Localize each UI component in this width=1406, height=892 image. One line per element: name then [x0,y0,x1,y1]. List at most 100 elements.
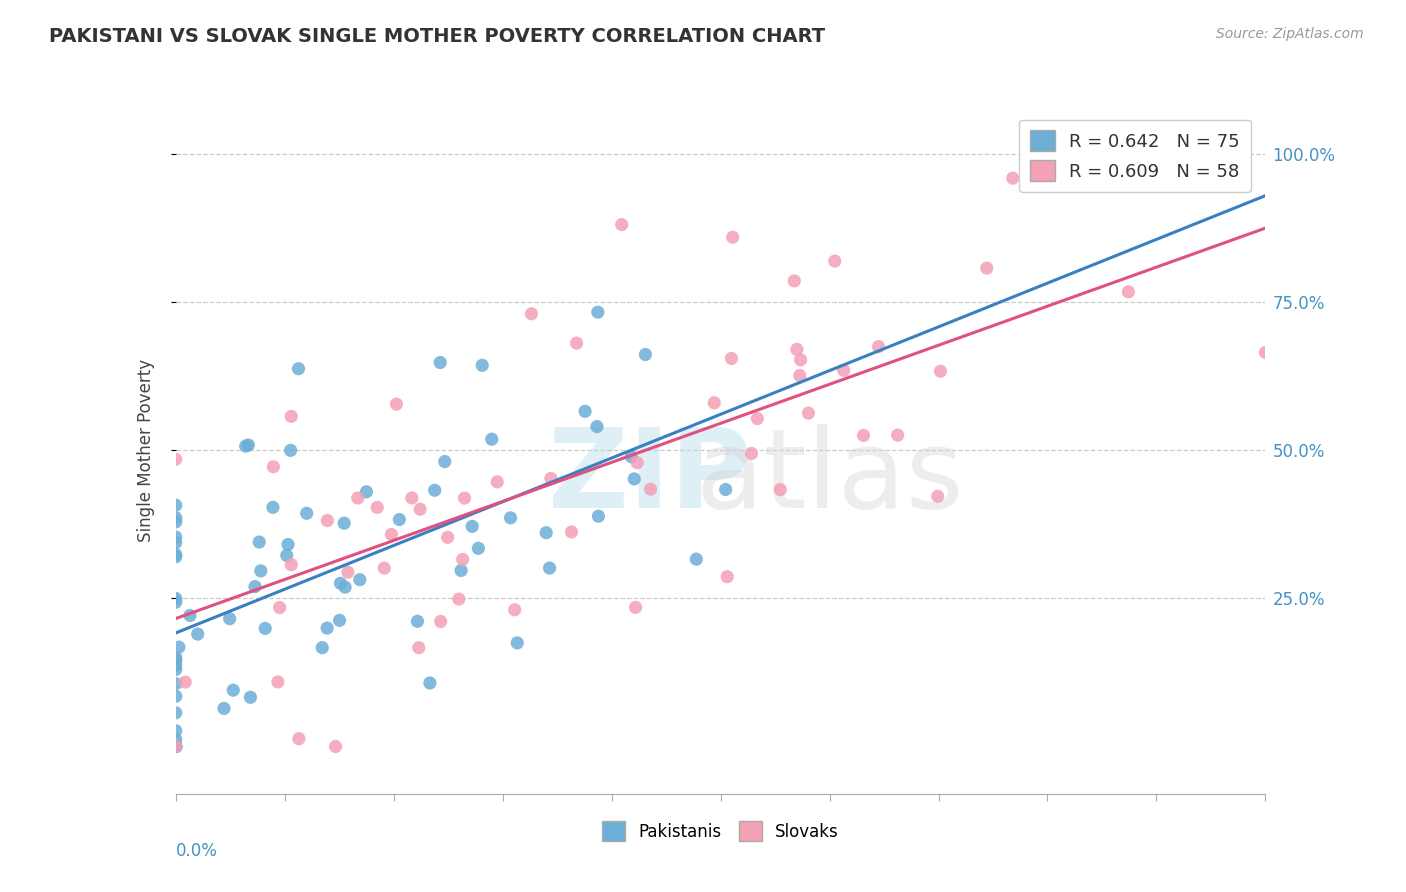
Point [287,361,309,376]
Point [588,509,610,524]
Point [295,506,318,520]
Point [316,514,339,528]
Text: 0.0%: 0.0% [176,842,218,860]
Point [388,512,411,526]
Point [165,535,187,549]
Point [325,739,347,754]
Point [610,218,633,232]
Point [165,653,187,667]
Point [447,592,470,607]
Point [165,549,187,564]
Point [740,446,762,460]
Point [1001,171,1024,186]
Point [408,640,430,655]
Point [165,739,187,754]
Point [769,483,792,497]
Point [165,515,187,529]
Point [218,612,240,626]
Point [235,439,257,453]
Point [165,739,187,754]
Point [868,340,890,354]
Point [436,530,458,544]
Point [703,396,725,410]
Point [503,603,526,617]
Point [409,502,432,516]
Point [165,452,187,467]
Point [797,406,820,420]
Point [467,541,489,556]
Point [406,615,429,629]
Point [165,739,187,754]
Point [640,482,662,496]
Point [429,615,451,629]
Point [929,364,952,378]
Text: atlas: atlas [696,425,963,532]
Point [927,489,949,503]
Point [620,450,643,464]
Point [824,254,846,268]
Point [419,676,441,690]
Point [538,561,561,575]
Point [560,524,582,539]
Point [165,676,187,690]
Point [685,552,707,566]
Point [634,347,657,361]
Point [277,537,299,551]
Point [249,564,271,578]
Point [165,739,187,754]
Point [471,359,494,373]
Point [832,363,855,377]
Point [243,580,266,594]
Point [328,613,350,627]
Point [165,530,187,544]
Point [586,305,609,319]
Point [461,519,484,533]
Point [624,600,647,615]
Point [280,443,302,458]
Point [623,472,645,486]
Point [747,411,769,425]
Point [165,498,187,512]
Point [316,621,339,635]
Point [481,432,503,446]
Point [333,580,356,594]
Point [165,595,187,609]
Point [262,500,284,515]
Point [262,459,284,474]
Point [373,561,395,575]
Point [401,491,423,505]
Point [789,368,811,383]
Point [786,343,808,357]
Point [789,352,811,367]
Point [165,723,187,738]
Point [329,576,352,591]
Point [165,739,187,754]
Point [349,573,371,587]
Point [280,409,302,424]
Point [486,475,509,489]
Point [720,351,742,366]
Point [346,491,368,505]
Point [423,483,446,498]
Point [356,484,378,499]
Point [506,636,529,650]
Point [716,570,738,584]
Y-axis label: Single Mother Poverty: Single Mother Poverty [136,359,155,542]
Point [385,397,408,411]
Point [574,404,596,418]
Point [165,650,187,665]
Point [520,307,543,321]
Point [280,558,302,572]
Point [165,690,187,704]
Point [721,230,744,244]
Point [254,621,277,635]
Point [165,591,187,606]
Point [453,491,475,505]
Point [586,419,609,434]
Point [336,565,359,579]
Point [269,600,291,615]
Point [499,511,522,525]
Point [565,336,588,351]
Point [276,549,298,563]
Point [239,690,262,705]
